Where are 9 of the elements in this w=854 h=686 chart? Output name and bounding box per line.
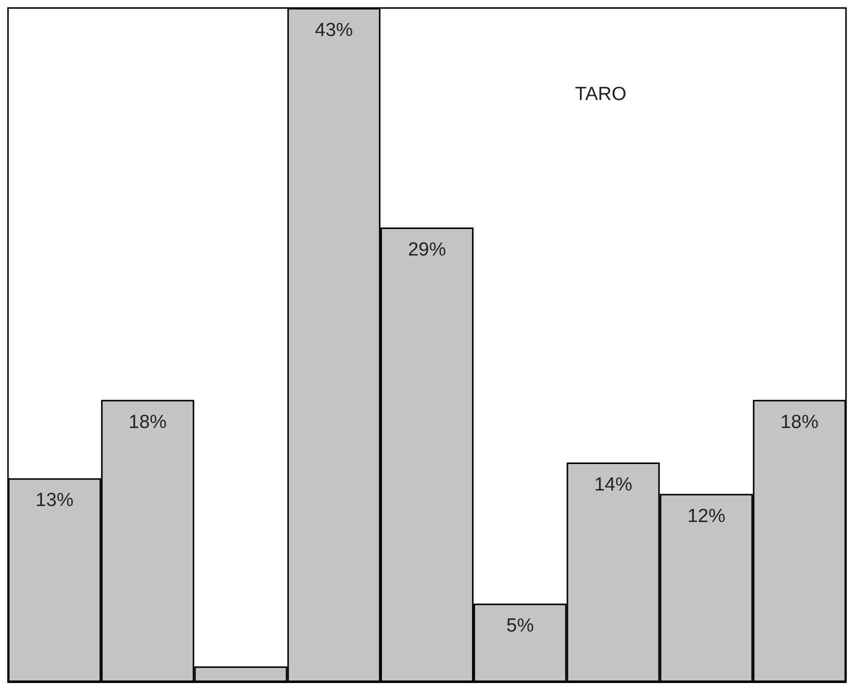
data-label: 43%	[314, 20, 354, 41]
data-label: 29%	[408, 239, 446, 260]
data-label: 12%	[687, 506, 726, 527]
data-label: 13%	[36, 490, 74, 512]
text: TARO	[575, 84, 626, 105]
data-label: 18%	[780, 412, 819, 433]
data-label: 5%	[506, 616, 534, 637]
data-label: 14%	[594, 474, 632, 496]
data-label: 18%	[128, 412, 167, 433]
